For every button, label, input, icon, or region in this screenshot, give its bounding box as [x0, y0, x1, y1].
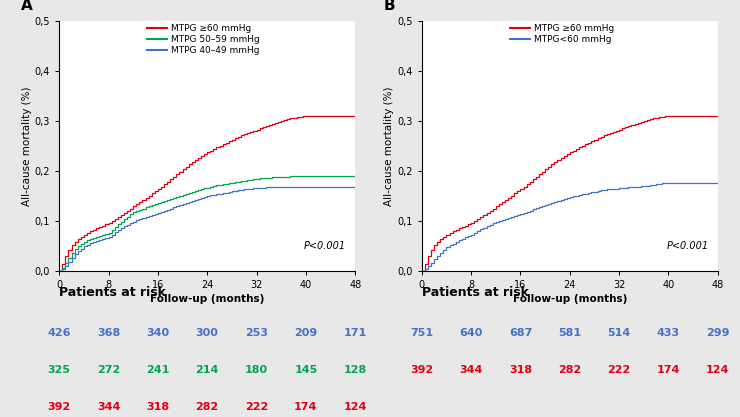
Text: 128: 128 [343, 365, 367, 375]
Text: 222: 222 [245, 402, 268, 412]
Text: 300: 300 [196, 328, 218, 337]
Text: 433: 433 [657, 328, 680, 337]
Text: 299: 299 [706, 328, 730, 337]
Text: 272: 272 [97, 365, 120, 375]
Text: 751: 751 [410, 328, 434, 337]
Text: 318: 318 [509, 365, 532, 375]
Text: A: A [21, 0, 33, 13]
Y-axis label: All-cause mortality (%): All-cause mortality (%) [22, 86, 32, 206]
Text: 253: 253 [245, 328, 268, 337]
Text: 124: 124 [343, 402, 367, 412]
Text: B: B [383, 0, 395, 13]
Text: 392: 392 [47, 402, 71, 412]
Y-axis label: All-cause mortality (%): All-cause mortality (%) [385, 86, 394, 206]
Text: 282: 282 [195, 402, 219, 412]
Text: 214: 214 [195, 365, 219, 375]
Text: 687: 687 [509, 328, 532, 337]
Text: 514: 514 [608, 328, 630, 337]
Text: 640: 640 [460, 328, 482, 337]
Text: 241: 241 [147, 365, 169, 375]
Text: 180: 180 [245, 365, 268, 375]
Text: 392: 392 [410, 365, 434, 375]
Text: 340: 340 [147, 328, 169, 337]
Text: 325: 325 [47, 365, 71, 375]
Text: 171: 171 [343, 328, 367, 337]
Text: Patients at risk: Patients at risk [422, 286, 528, 299]
Text: 344: 344 [97, 402, 120, 412]
Text: 174: 174 [295, 402, 317, 412]
Text: Patients at risk: Patients at risk [59, 286, 166, 299]
Text: 174: 174 [657, 365, 680, 375]
Text: 124: 124 [706, 365, 730, 375]
Text: 209: 209 [295, 328, 317, 337]
Text: 368: 368 [97, 328, 120, 337]
Text: 318: 318 [147, 402, 169, 412]
Text: 282: 282 [558, 365, 582, 375]
X-axis label: Follow-up (months): Follow-up (months) [513, 294, 627, 304]
Text: P<0.001: P<0.001 [667, 241, 709, 251]
Text: 222: 222 [608, 365, 630, 375]
Text: 344: 344 [460, 365, 482, 375]
Text: 426: 426 [47, 328, 71, 337]
Legend: MTPG ≥60 mmHg, MTPG 50–59 mmHg, MTPG 40–49 mmHg: MTPG ≥60 mmHg, MTPG 50–59 mmHg, MTPG 40–… [147, 23, 260, 56]
Text: P<0.001: P<0.001 [304, 241, 346, 251]
Text: 581: 581 [558, 328, 582, 337]
Legend: MTPG ≥60 mmHg, MTPG<60 mmHg: MTPG ≥60 mmHg, MTPG<60 mmHg [509, 23, 615, 45]
Text: 145: 145 [295, 365, 317, 375]
X-axis label: Follow-up (months): Follow-up (months) [150, 294, 264, 304]
